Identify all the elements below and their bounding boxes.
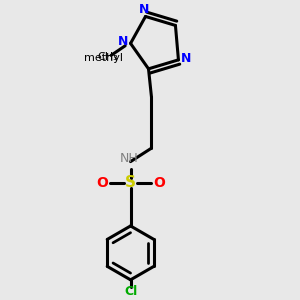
Text: methyl: methyl bbox=[84, 53, 123, 63]
Text: S: S bbox=[125, 175, 136, 190]
Text: O: O bbox=[153, 176, 165, 190]
Text: CH₃: CH₃ bbox=[98, 52, 118, 62]
Text: O: O bbox=[96, 176, 108, 190]
Text: N: N bbox=[118, 35, 128, 48]
Text: N: N bbox=[139, 3, 149, 16]
Text: NH: NH bbox=[120, 152, 138, 165]
Text: N: N bbox=[181, 52, 191, 65]
Text: Cl: Cl bbox=[124, 285, 137, 298]
